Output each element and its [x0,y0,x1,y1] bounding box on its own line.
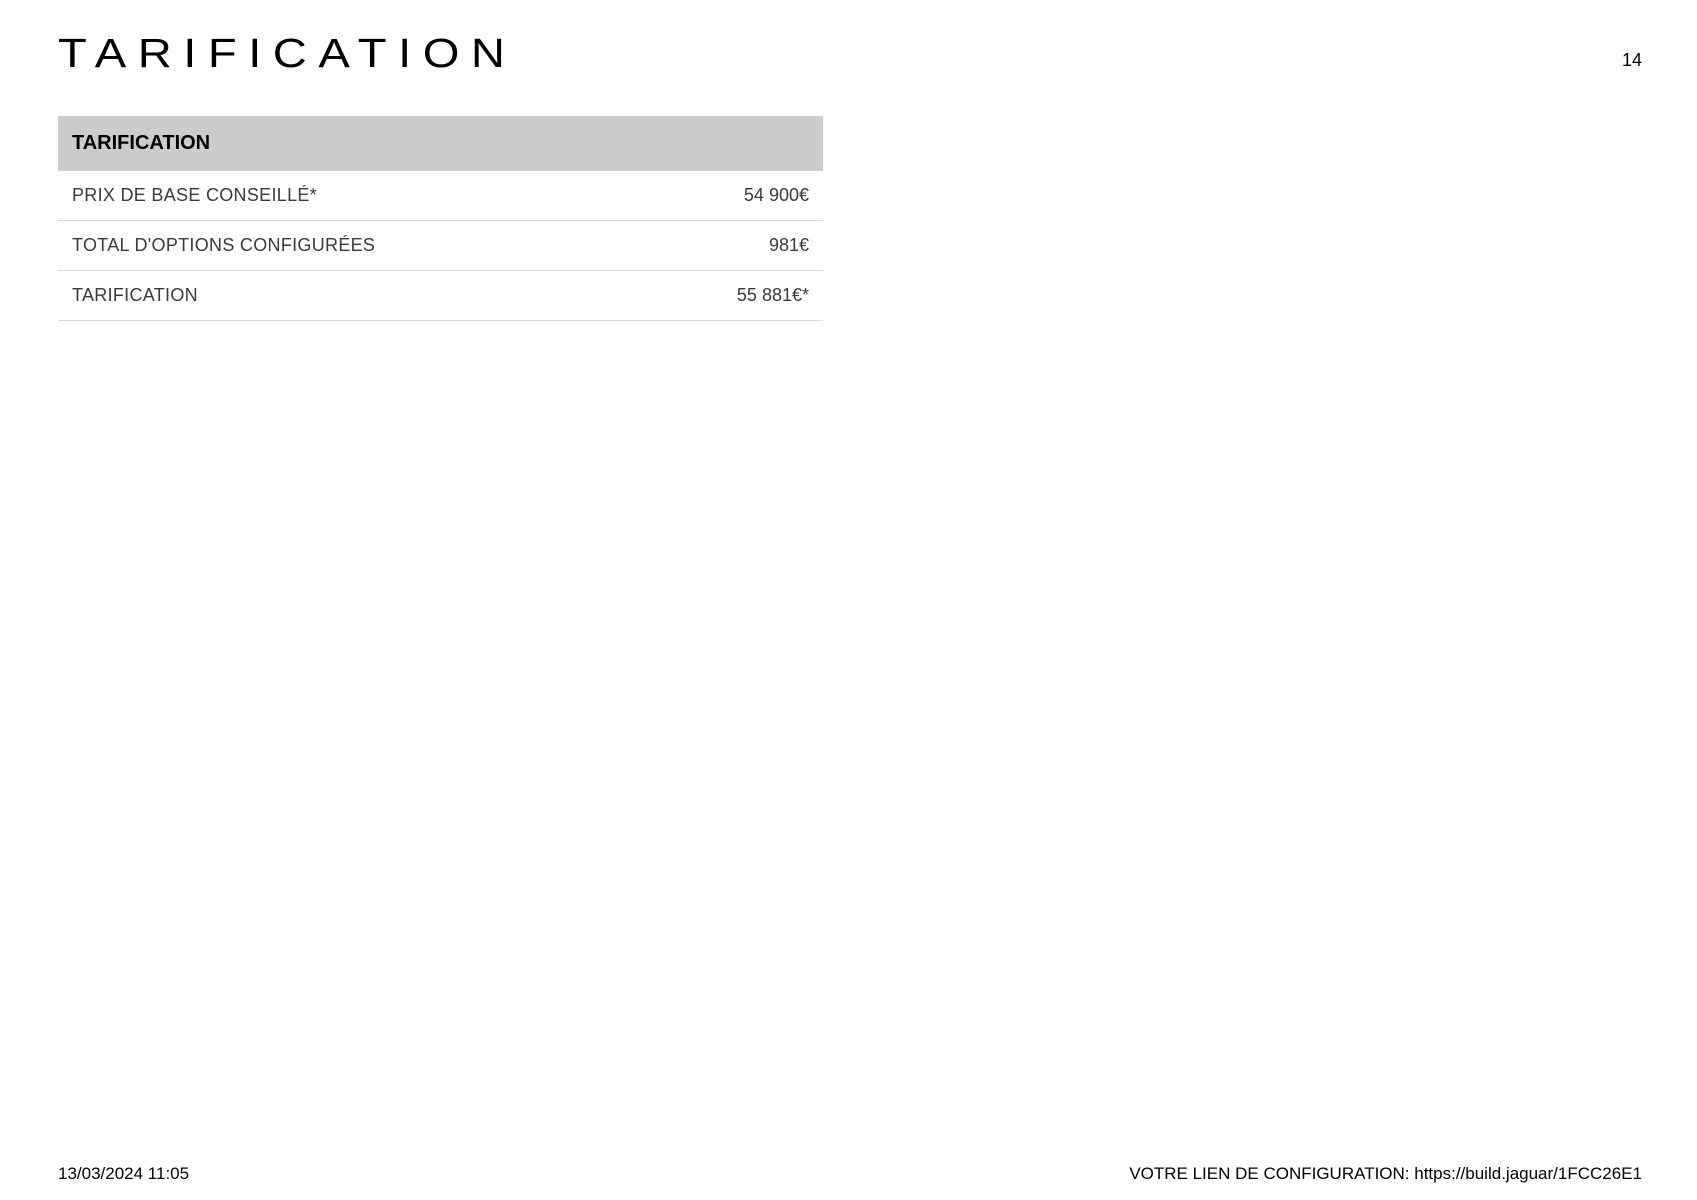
row-label: PRIX DE BASE CONSEILLÉ* [72,185,317,206]
table-row: TOTAL D'OPTIONS CONFIGURÉES 981€ [58,221,823,271]
footer: 13/03/2024 11:05 VOTRE LIEN DE CONFIGURA… [58,1164,1642,1184]
row-value: 981€ [769,235,809,256]
row-label: TARIFICATION [72,285,198,306]
footer-date: 13/03/2024 11:05 [58,1164,189,1184]
page-number: 14 [1622,50,1642,71]
page-title: TARIFICATION [58,30,516,77]
table-header: TARIFICATION [58,116,823,171]
table-row: PRIX DE BASE CONSEILLÉ* 54 900€ [58,171,823,221]
row-value: 54 900€ [744,185,809,206]
row-label: TOTAL D'OPTIONS CONFIGURÉES [72,235,375,256]
table-row: TARIFICATION 55 881€* [58,271,823,321]
row-value: 55 881€* [737,285,809,306]
pricing-table: TARIFICATION PRIX DE BASE CONSEILLÉ* 54 … [58,116,823,321]
footer-config-link: VOTRE LIEN DE CONFIGURATION: https://bui… [1129,1164,1642,1184]
